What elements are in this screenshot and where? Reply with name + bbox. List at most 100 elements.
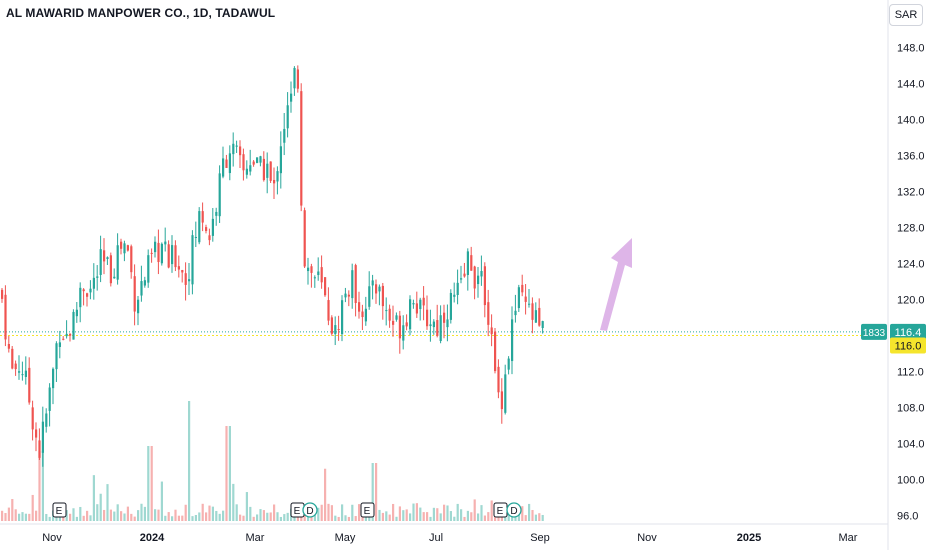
candle-body: [504, 374, 507, 413]
y-tick-label: 136.0: [897, 151, 925, 163]
volume-bar: [174, 509, 177, 521]
candle-body: [232, 143, 235, 155]
volume-bar: [103, 509, 106, 521]
volume-bar: [225, 426, 228, 521]
volume-bar: [1, 510, 4, 521]
countdown-tag: [861, 323, 887, 340]
y-tick-label: 124.0: [897, 259, 925, 271]
candle-body: [11, 348, 14, 369]
candle-body: [429, 324, 432, 327]
dividend-event-icon[interactable]: D: [302, 502, 318, 518]
volume-bar: [477, 513, 480, 521]
x-tick-label: May: [335, 532, 356, 544]
earnings-event-icon[interactable]: E: [290, 502, 305, 518]
volume-bar: [269, 512, 272, 521]
candle-body: [483, 266, 486, 306]
volume-bar: [239, 514, 242, 521]
candle-body: [412, 303, 415, 305]
volume-bar: [86, 510, 89, 521]
volume-bar: [252, 516, 255, 521]
candle-body: [368, 286, 371, 307]
y-tick-label: 96.0: [897, 511, 918, 523]
candle-body: [266, 163, 269, 178]
candle-body: [487, 302, 490, 325]
candle-body: [14, 363, 17, 370]
volume-bar: [449, 511, 452, 521]
volume-bar: [164, 515, 167, 521]
y-tick-label: 104.0: [897, 439, 925, 451]
candle-body: [126, 245, 129, 251]
volume-bar: [38, 451, 41, 521]
volume-bar: [181, 515, 184, 521]
prediction-arrow-icon[interactable]: [600, 238, 632, 331]
volume-bar: [531, 509, 534, 521]
candle-body: [143, 280, 146, 286]
candle-body: [477, 275, 480, 285]
volume-bar: [446, 505, 449, 521]
volume-bar: [140, 503, 143, 521]
volume-bar: [242, 515, 245, 521]
candle-body: [361, 311, 364, 318]
currency-button[interactable]: SAR: [889, 4, 923, 26]
chart-title: AL MAWARID MANPOWER CO., 1D, TADAWUL: [6, 6, 276, 20]
candle-body: [211, 218, 214, 236]
volume-bar: [405, 509, 408, 521]
candle-body: [184, 273, 187, 285]
volume-bar: [456, 503, 459, 521]
candle-body: [208, 235, 211, 241]
candle-body: [497, 366, 500, 393]
svg-text:E: E: [364, 506, 371, 517]
y-tick-label: 100.0: [897, 475, 925, 487]
candle-body: [205, 227, 208, 232]
volume-bar: [443, 504, 446, 521]
volume-bar: [245, 492, 248, 521]
volume-bar: [89, 515, 92, 521]
volume-bar: [541, 514, 544, 521]
candle-body: [69, 334, 72, 336]
candle-body: [480, 270, 483, 277]
candle-body: [215, 211, 218, 216]
volume-bar: [507, 514, 510, 521]
level-tag-label: 116.0: [895, 341, 922, 353]
candle-body: [201, 211, 204, 223]
volume-bar: [96, 504, 99, 521]
candle-body: [174, 245, 177, 268]
volume-bar: [521, 506, 524, 521]
candles: [1, 65, 544, 467]
volume-bar: [330, 505, 333, 521]
volume-bar: [218, 513, 221, 521]
candle-body: [113, 276, 116, 279]
candle-body: [286, 105, 289, 129]
volume-bar: [385, 511, 388, 521]
candle-body: [28, 367, 31, 403]
candle-body: [317, 271, 320, 276]
candle-body: [109, 255, 112, 284]
candle-body: [324, 277, 327, 296]
volume-bar: [337, 516, 340, 521]
candle-body: [460, 278, 463, 280]
dividend-event-icon[interactable]: D: [506, 502, 522, 518]
candle-body: [276, 171, 279, 182]
earnings-event-icon[interactable]: E: [360, 502, 375, 518]
y-tick-label: 144.0: [897, 79, 925, 91]
volume-bar: [276, 512, 279, 521]
candle-body: [439, 315, 442, 342]
candle-body: [279, 146, 282, 174]
candle-body: [541, 321, 544, 329]
earnings-event-icon[interactable]: E: [52, 502, 67, 518]
candle-body: [521, 284, 524, 293]
candle-body: [528, 303, 531, 305]
candle-body: [514, 310, 517, 316]
earnings-event-icon[interactable]: E: [493, 502, 508, 518]
volume-bar: [327, 503, 330, 521]
volume-bar: [463, 516, 466, 521]
volume-bar: [123, 513, 126, 521]
volume-bar: [232, 483, 235, 521]
candle-body: [296, 69, 299, 89]
candle-body: [354, 265, 357, 304]
last-price-label: 116.4: [895, 327, 922, 339]
candle-body: [507, 358, 510, 370]
candle-body: [96, 276, 99, 278]
